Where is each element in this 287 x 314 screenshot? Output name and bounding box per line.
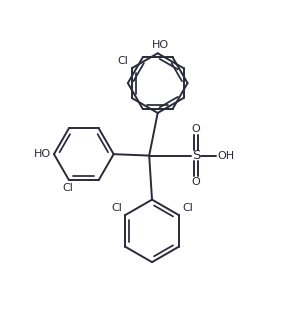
Text: Cl: Cl bbox=[182, 203, 193, 213]
Text: HO: HO bbox=[34, 149, 51, 159]
Text: HO: HO bbox=[152, 40, 169, 50]
Text: Cl: Cl bbox=[118, 56, 129, 66]
Text: Cl: Cl bbox=[62, 183, 73, 193]
Text: Cl: Cl bbox=[111, 203, 122, 213]
Text: OH: OH bbox=[217, 151, 234, 160]
Text: S: S bbox=[192, 149, 200, 162]
Text: O: O bbox=[192, 177, 200, 187]
Text: O: O bbox=[192, 124, 200, 134]
